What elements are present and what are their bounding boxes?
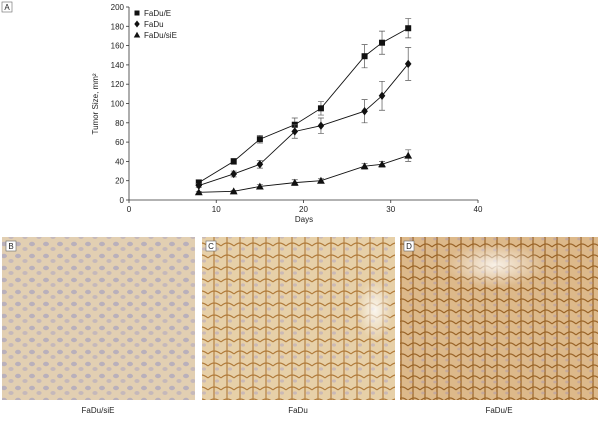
data-point (361, 53, 368, 60)
x-tick-label: 40 (474, 205, 483, 214)
data-point (404, 151, 413, 159)
y-tick-label: 180 (111, 22, 125, 31)
y-axis-label: Tumor Size, mm² (91, 73, 100, 134)
data-point (255, 182, 264, 190)
data-point (317, 176, 325, 184)
y-tick-label: 20 (115, 177, 124, 186)
panel-label: C (208, 242, 214, 251)
x-tick-label: 0 (127, 205, 132, 214)
series-line (198, 27, 409, 184)
panel-caption: FaDu (288, 406, 308, 415)
legend-marker (134, 10, 140, 16)
data-point (256, 136, 263, 143)
micrograph (2, 237, 195, 400)
y-tick-label: 100 (111, 100, 125, 109)
data-point (290, 178, 299, 186)
data-point (194, 188, 203, 196)
panel-label-box (5, 240, 17, 252)
legend-label: FaDu (144, 20, 164, 29)
data-point (317, 105, 324, 112)
data-point (360, 162, 369, 170)
y-tick-label: 140 (111, 61, 125, 70)
series-line (198, 155, 409, 193)
micrograph-detail (445, 243, 545, 287)
panel-label: B (8, 242, 13, 251)
panel-label: A (4, 3, 10, 12)
data-point (379, 39, 386, 46)
y-tick-label: 200 (111, 3, 125, 12)
y-tick-label: 80 (115, 119, 124, 128)
legend-label: FaDu/E (144, 9, 171, 18)
data-point (405, 25, 412, 32)
x-tick-label: 10 (212, 205, 221, 214)
data-point (378, 160, 386, 168)
y-tick-label: 60 (115, 138, 124, 147)
data-point (230, 158, 237, 165)
data-point (404, 59, 412, 69)
panel-caption: FaDu/siE (82, 406, 115, 415)
data-point (317, 121, 325, 130)
micrograph-detail (357, 280, 393, 340)
legend-label: FaDu/siE (144, 31, 177, 40)
panel-label-box (403, 240, 415, 252)
panel-label: D (406, 242, 412, 251)
y-tick-label: 0 (120, 196, 125, 205)
data-point (291, 127, 299, 136)
data-point (256, 160, 264, 169)
panel-label-box (1, 1, 13, 13)
y-tick-label: 40 (115, 157, 124, 166)
data-point (378, 91, 386, 100)
legend-marker (134, 20, 140, 28)
series-line (198, 63, 409, 186)
panel-label-box (205, 240, 217, 252)
legend-marker (133, 31, 141, 38)
x-axis-label: Days (295, 215, 313, 224)
x-tick-label: 20 (299, 205, 308, 214)
data-point (195, 181, 203, 190)
panel-caption: FaDu/E (485, 406, 512, 415)
y-tick-label: 120 (111, 80, 125, 89)
data-point (230, 169, 237, 179)
data-point (361, 107, 368, 116)
data-point (229, 187, 238, 195)
y-tick-label: 160 (111, 42, 125, 51)
x-tick-label: 30 (386, 205, 395, 214)
